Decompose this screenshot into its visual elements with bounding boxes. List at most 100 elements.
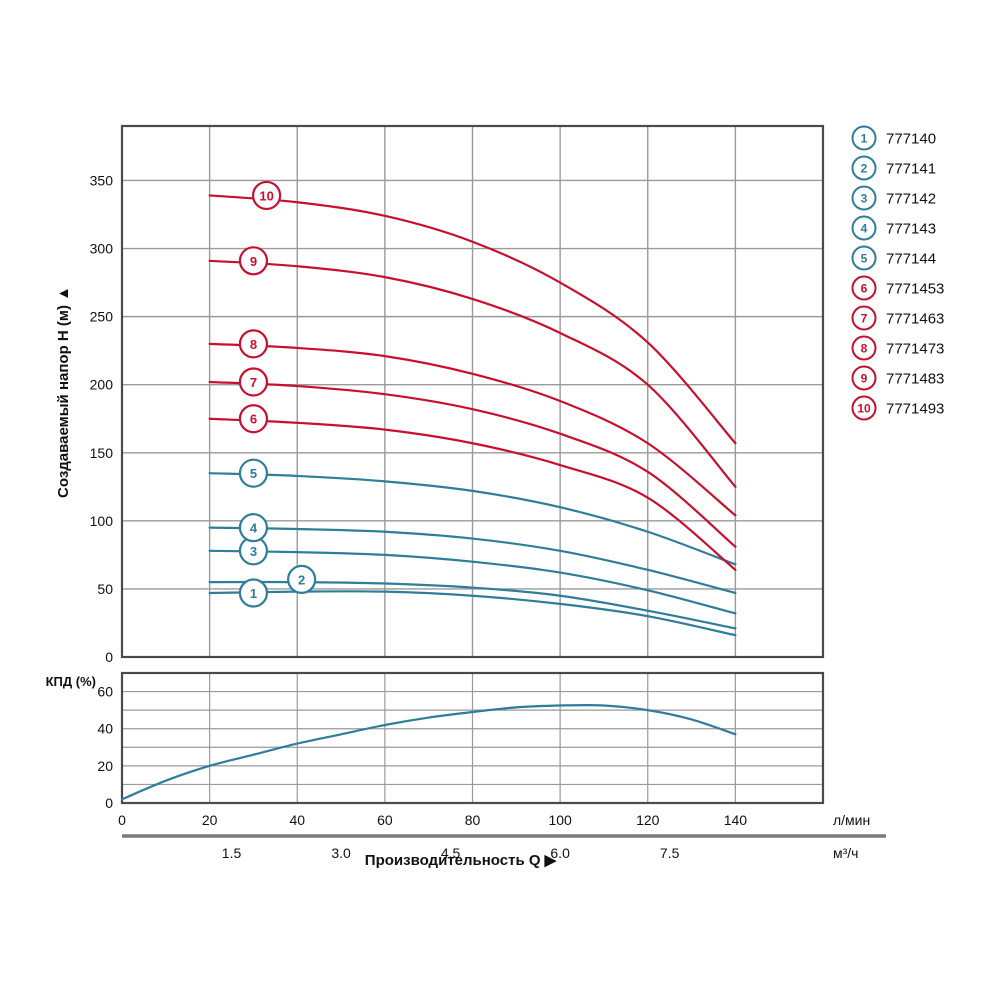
y-tick-label: 300 xyxy=(90,241,114,257)
x-tick-label-lpm: 120 xyxy=(636,812,660,828)
legend-item-3[interactable]: 3 777142 xyxy=(851,185,937,211)
efficiency-tick-label: 0 xyxy=(105,795,113,811)
curve-series-6 xyxy=(208,417,737,571)
legend-marker-label-5: 5 xyxy=(861,252,868,266)
marker-label-5: 5 xyxy=(250,466,257,481)
marker-circle-2 xyxy=(287,564,317,594)
x-tick-label-lpm: 100 xyxy=(548,812,572,828)
curve-marker-10: 10 xyxy=(251,180,282,211)
x-axis: 0 20 40 60 80 100 120 140 л/мин 1.5 3.0 4.5 6.0 7.5 м³… xyxy=(118,812,886,869)
curve-marker-4: 4 xyxy=(238,513,269,543)
legend-item-label-3: 777142 xyxy=(886,191,936,208)
main-grid xyxy=(120,124,825,659)
marker-circle-7 xyxy=(238,367,269,397)
legend-marker-circle-10 xyxy=(851,395,877,421)
y-tick-label: 200 xyxy=(90,377,114,393)
marker-label-2: 2 xyxy=(298,572,305,587)
legend-item-label-2: 777141 xyxy=(886,161,936,178)
x-tick-label-lpm: 140 xyxy=(724,812,748,828)
curve-series-4 xyxy=(208,526,737,595)
x-tick-label-m3h: 4.5 xyxy=(441,845,461,861)
x-tick-label-m3h: 7.5 xyxy=(660,845,680,861)
y-axis-title: Создаваемый напор H (м) ▲ xyxy=(55,286,72,498)
x-tick-label-m3h: 6.0 xyxy=(550,845,570,861)
legend-marker-label-3: 3 xyxy=(861,192,868,206)
efficiency-axis-label: КПД (%) xyxy=(46,674,96,689)
efficiency-tick-label: 60 xyxy=(97,684,113,700)
legend-item-8[interactable]: 8 7771473 xyxy=(851,335,945,361)
marker-label-3: 3 xyxy=(250,544,257,559)
legend-marker-label-6: 6 xyxy=(861,282,868,296)
curve-series-3 xyxy=(208,549,737,615)
x-tick-label-lpm: 60 xyxy=(377,812,393,828)
efficiency-plot-frame xyxy=(120,671,825,805)
legend-item-label-8: 7771473 xyxy=(886,341,944,358)
legend-item-label-1: 777140 xyxy=(886,131,936,148)
marker-circle-4 xyxy=(238,513,269,543)
legend-item-7[interactable]: 7 7771463 xyxy=(851,305,945,331)
legend-marker-circle-4 xyxy=(851,215,877,241)
x-tick-label-m3h: 1.5 xyxy=(222,845,242,861)
legend-marker-circle-7 xyxy=(851,305,877,331)
curve-series-10 xyxy=(208,194,737,445)
legend-item-5[interactable]: 5 777144 xyxy=(851,245,937,271)
legend-item-6[interactable]: 6 7771453 xyxy=(851,275,945,301)
legend-marker-circle-5 xyxy=(851,245,877,271)
marker-circle-8 xyxy=(238,329,269,359)
legend-marker-circle-8 xyxy=(851,335,877,361)
curve-marker-8: 8 xyxy=(238,329,269,359)
curve-series-8 xyxy=(208,342,737,517)
legend-item-label-7: 7771463 xyxy=(886,311,944,328)
legend-marker-label-2: 2 xyxy=(861,162,868,176)
legend-marker-label-7: 7 xyxy=(861,312,868,326)
x-axis-title: Производительность Q ▶ xyxy=(365,852,558,869)
x-tick-label-m3h: 3.0 xyxy=(331,845,351,861)
legend-marker-label-9: 9 xyxy=(861,372,868,386)
efficiency-tick-label: 20 xyxy=(97,758,113,774)
y-tick-label: 150 xyxy=(90,445,114,461)
curve-series-9 xyxy=(208,259,737,488)
legend-marker-label-8: 8 xyxy=(861,342,868,356)
marker-circle-5 xyxy=(238,458,269,488)
legend-marker-label-10: 10 xyxy=(857,402,871,416)
x-unit-label-m3h: м³/ч xyxy=(833,845,858,861)
y-tick-label: 100 xyxy=(90,513,114,529)
legend: 1 777140 2 777141 3 777142 4 777143 5 777144 6 7771… xyxy=(851,125,945,421)
efficiency-curve xyxy=(120,703,737,801)
curve-markers: 1 2 3 4 5 6 7 8 9 10 xyxy=(238,180,317,608)
curve-marker-7: 7 xyxy=(238,367,269,397)
y-tick-label: 50 xyxy=(97,581,113,597)
x-tick-label-lpm: 80 xyxy=(465,812,481,828)
legend-marker-circle-2 xyxy=(851,155,877,181)
legend-item-10[interactable]: 10 7771493 xyxy=(851,395,945,421)
curve-marker-6: 6 xyxy=(238,404,269,434)
legend-marker-label-1: 1 xyxy=(861,132,868,146)
marker-circle-9 xyxy=(238,246,269,276)
legend-item-label-5: 777144 xyxy=(886,251,936,268)
legend-item-2[interactable]: 2 777141 xyxy=(851,155,937,181)
legend-item-label-6: 7771453 xyxy=(886,281,944,298)
curve-marker-1: 1 xyxy=(238,578,269,608)
legend-item-4[interactable]: 4 777143 xyxy=(851,215,937,241)
curve-marker-9: 9 xyxy=(238,246,269,276)
legend-item-9[interactable]: 9 7771483 xyxy=(851,365,945,391)
marker-label-4: 4 xyxy=(250,521,258,536)
legend-item-label-4: 777143 xyxy=(886,221,936,238)
efficiency-tick-label: 40 xyxy=(97,721,113,737)
x-unit-label-lpm: л/мин xyxy=(833,812,870,828)
legend-marker-label-4: 4 xyxy=(861,222,868,236)
legend-item-label-10: 7771493 xyxy=(886,401,944,418)
marker-label-6: 6 xyxy=(250,412,257,427)
marker-label-9: 9 xyxy=(250,254,257,269)
main-plot-frame xyxy=(120,124,825,659)
y-tick-label: 250 xyxy=(90,309,114,325)
marker-label-1: 1 xyxy=(250,586,257,601)
legend-item-1[interactable]: 1 777140 xyxy=(851,125,937,151)
legend-marker-circle-3 xyxy=(851,185,877,211)
x-tick-label-lpm: 20 xyxy=(202,812,218,828)
curve-marker-2: 2 xyxy=(287,564,317,594)
marker-label-8: 8 xyxy=(250,337,257,352)
